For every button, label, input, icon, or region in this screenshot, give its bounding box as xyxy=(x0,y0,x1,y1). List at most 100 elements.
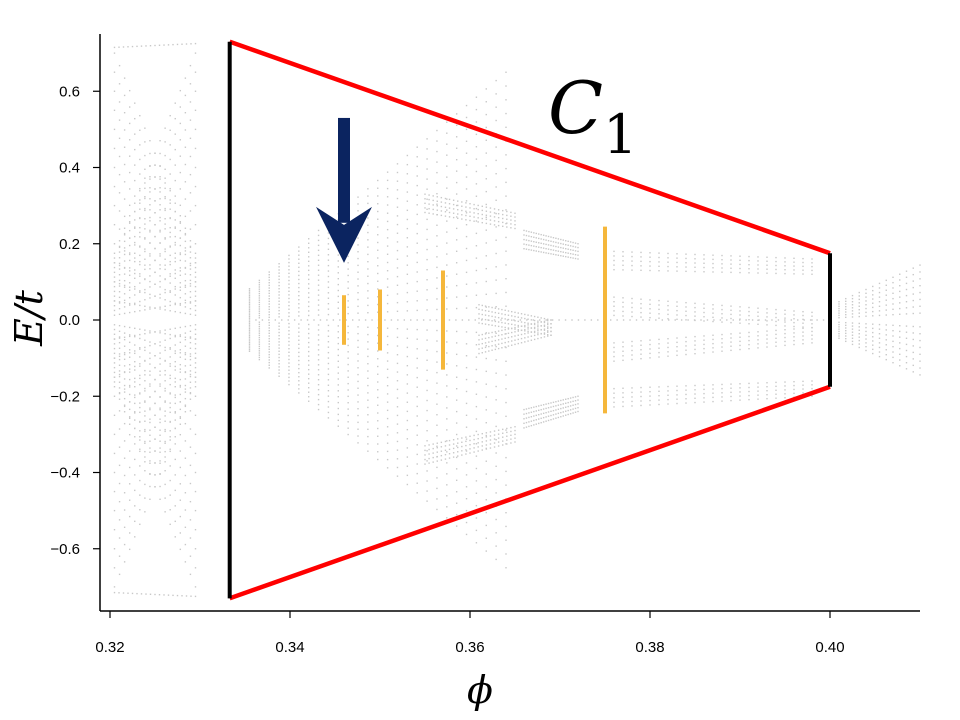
spectrum-point xyxy=(484,342,487,344)
spectrum-point xyxy=(784,317,786,319)
spectrum-point xyxy=(367,435,369,438)
spectrum-point xyxy=(184,227,187,229)
spectrum-point xyxy=(406,310,409,312)
spectrum-point xyxy=(567,248,569,250)
spectrum-point xyxy=(542,247,545,249)
spectrum-point xyxy=(649,316,651,319)
spectrum-point xyxy=(912,332,914,334)
spectrum-point xyxy=(793,273,795,275)
spectrum-point xyxy=(485,486,487,488)
spectrum-point xyxy=(851,340,854,343)
spectrum-point xyxy=(507,336,510,339)
spectrum-point xyxy=(357,394,359,396)
spectrum-point xyxy=(858,309,860,311)
spectrum-point xyxy=(784,340,786,343)
spectrum-point xyxy=(154,438,156,440)
spectrum-point xyxy=(169,365,171,367)
spectrum-point xyxy=(288,383,290,386)
spectrum-point xyxy=(455,147,458,149)
spectrum-point xyxy=(268,324,270,327)
spectrum-point xyxy=(268,313,270,316)
spectrum-point xyxy=(444,211,447,213)
spectrum-point xyxy=(858,322,860,325)
spectrum-point xyxy=(123,253,126,256)
spectrum-point xyxy=(248,331,251,333)
spectrum-point xyxy=(416,261,418,264)
spectrum-point xyxy=(533,323,536,326)
spectrum-point xyxy=(377,249,379,251)
spectrum-point xyxy=(169,273,171,275)
spectrum-point xyxy=(386,434,389,436)
spectrum-point xyxy=(164,339,166,341)
spectrum-point xyxy=(622,387,624,389)
spectrum-point xyxy=(179,252,182,254)
spectrum-point xyxy=(488,324,490,326)
spectrum-point xyxy=(448,207,451,209)
spectrum-point xyxy=(377,241,379,244)
spectrum-point xyxy=(444,458,447,460)
spectrum-point xyxy=(560,416,562,418)
spectrum-point xyxy=(149,231,151,233)
spectrum-point xyxy=(179,483,182,485)
spectrum-point xyxy=(455,284,458,287)
spectrum-point xyxy=(134,272,136,275)
spectrum-point xyxy=(543,328,546,330)
spectrum-point xyxy=(134,427,136,430)
spectrum-point xyxy=(159,216,161,219)
spectrum-point xyxy=(530,319,533,321)
spectrum-point xyxy=(128,139,131,141)
spectrum-point xyxy=(766,346,768,348)
spectrum-point xyxy=(475,146,478,148)
spectrum-point xyxy=(406,364,409,367)
spectrum-point xyxy=(550,323,552,325)
spectrum-point xyxy=(540,246,542,249)
spectrum-point xyxy=(367,450,369,452)
spectrum-point xyxy=(164,195,166,198)
spectrum-point xyxy=(248,301,251,304)
spectrum-point xyxy=(446,242,448,244)
spectrum-point xyxy=(444,206,447,209)
spectrum-point xyxy=(485,550,487,552)
spectrum-point xyxy=(386,302,389,305)
spectrum-point xyxy=(571,319,573,321)
spectrum-point xyxy=(658,386,660,388)
spectrum-point xyxy=(128,244,131,247)
spectrum-point xyxy=(793,343,795,346)
spectrum-point xyxy=(194,314,197,316)
spectrum-point xyxy=(484,323,487,325)
spectrum-point xyxy=(367,231,369,234)
spectrum-point xyxy=(159,255,161,257)
spectrum-point xyxy=(514,429,516,432)
spectrum-point xyxy=(535,241,537,243)
spectrum-point xyxy=(416,146,418,148)
spectrum-point xyxy=(189,519,192,521)
spectrum-point xyxy=(428,203,430,205)
spectrum-point xyxy=(123,391,126,393)
spectrum-point xyxy=(858,326,860,328)
spectrum-point xyxy=(268,303,270,305)
spectrum-point xyxy=(533,415,535,417)
spectrum-point xyxy=(154,426,156,428)
spectrum-point xyxy=(465,453,467,455)
spectrum-point xyxy=(377,272,379,275)
spectrum-point xyxy=(134,352,136,355)
spectrum-point xyxy=(159,242,161,244)
spectrum-point xyxy=(858,329,860,331)
spectrum-point xyxy=(184,163,187,166)
spectrum-point xyxy=(505,539,507,541)
spectrum-point xyxy=(118,246,121,249)
spectrum-point xyxy=(497,209,500,211)
spectrum-point xyxy=(288,276,290,278)
spectrum-point xyxy=(144,369,146,372)
spectrum-point xyxy=(144,258,146,260)
spectrum-point xyxy=(347,306,349,308)
spectrum-point xyxy=(386,376,389,379)
region-label-sub: 1 xyxy=(603,103,637,166)
spectrum-point xyxy=(317,249,320,252)
spectrum-point xyxy=(613,310,615,312)
spectrum-point xyxy=(493,430,496,432)
spectrum-point xyxy=(574,242,577,244)
spectrum-point xyxy=(189,137,192,140)
spectrum-point xyxy=(189,555,192,557)
spectrum-point xyxy=(511,336,513,338)
